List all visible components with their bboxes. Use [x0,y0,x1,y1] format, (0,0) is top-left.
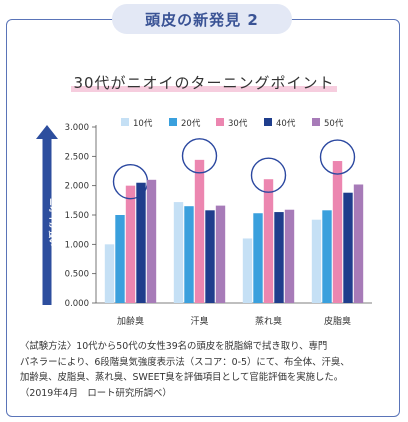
bar [343,192,353,303]
legend-label: 40代 [276,118,296,129]
bar [125,185,136,303]
highlight-circle [319,139,356,175]
x-tick-label: 汗臭 [190,315,208,327]
highlight-circle [181,138,218,174]
bar [242,238,253,303]
bar [194,159,205,303]
bar [253,213,263,303]
header-title: 頭皮の新発見 2 [112,4,292,34]
legend-swatch [169,118,177,126]
x-tick-label: 皮脂臭 [324,315,351,327]
chart-title: 30代がニオイのターニングポイント [0,72,408,93]
y-axis-label: ニオイが強い [48,198,58,246]
bar [274,212,284,303]
x-tick-label: 蒸れ臭 [255,315,282,327]
y-tick-label: 3.000 [65,123,89,133]
method-note: 〈試験方法〉10代から50代の女性39名の頭皮を脱脂綿で拭き取り、専門 パネラー… [20,339,396,401]
y-axis-arrow [36,125,58,305]
note-line: 加齢臭、皮脂臭、蒸れ臭、SWEET臭を評価項目として官能評価を実施した。 [20,372,344,383]
legend-swatch [312,118,320,126]
bar [332,161,343,303]
legend-label: 10代 [133,118,153,129]
bar [215,205,226,303]
y-tick-label: 0.500 [65,270,89,280]
bar [173,202,184,303]
bar [136,182,146,303]
legend-label: 30代 [228,118,248,129]
note-line: 〈試験方法〉10代から50代の女性39名の頭皮を脱脂綿で拭き取り、専門 [20,341,328,352]
highlight-circle [250,157,287,193]
bar [104,244,115,303]
legend-label: 50代 [324,118,344,129]
legend-label: 20代 [181,118,201,129]
bar [205,210,215,303]
legend-swatch [121,118,129,126]
note-line: （2019年4月 ロート研究所調べ） [20,387,172,399]
bar [284,209,295,303]
y-tick-label: 1.500 [65,211,89,221]
legend-swatch [264,118,272,126]
bar [322,210,332,303]
y-tick-label: 2.000 [65,182,89,192]
bar [311,219,322,303]
y-tick-label: 2.500 [65,152,89,162]
bar [263,179,274,303]
y-tick-label: 0.000 [65,299,89,309]
bar [184,206,194,303]
bar [115,215,125,303]
y-tick-label: 1.000 [65,240,89,250]
x-tick-label: 加齢臭 [117,315,144,327]
chart-title-text: 30代がニオイのターニングポイント [71,74,337,92]
bar [146,179,157,303]
note-line: パネラーにより、6段階臭気強度表示法（スコア：0-5）にて、布全体、汗臭、 [20,356,350,368]
bar [353,184,364,303]
legend-swatch [216,118,224,126]
